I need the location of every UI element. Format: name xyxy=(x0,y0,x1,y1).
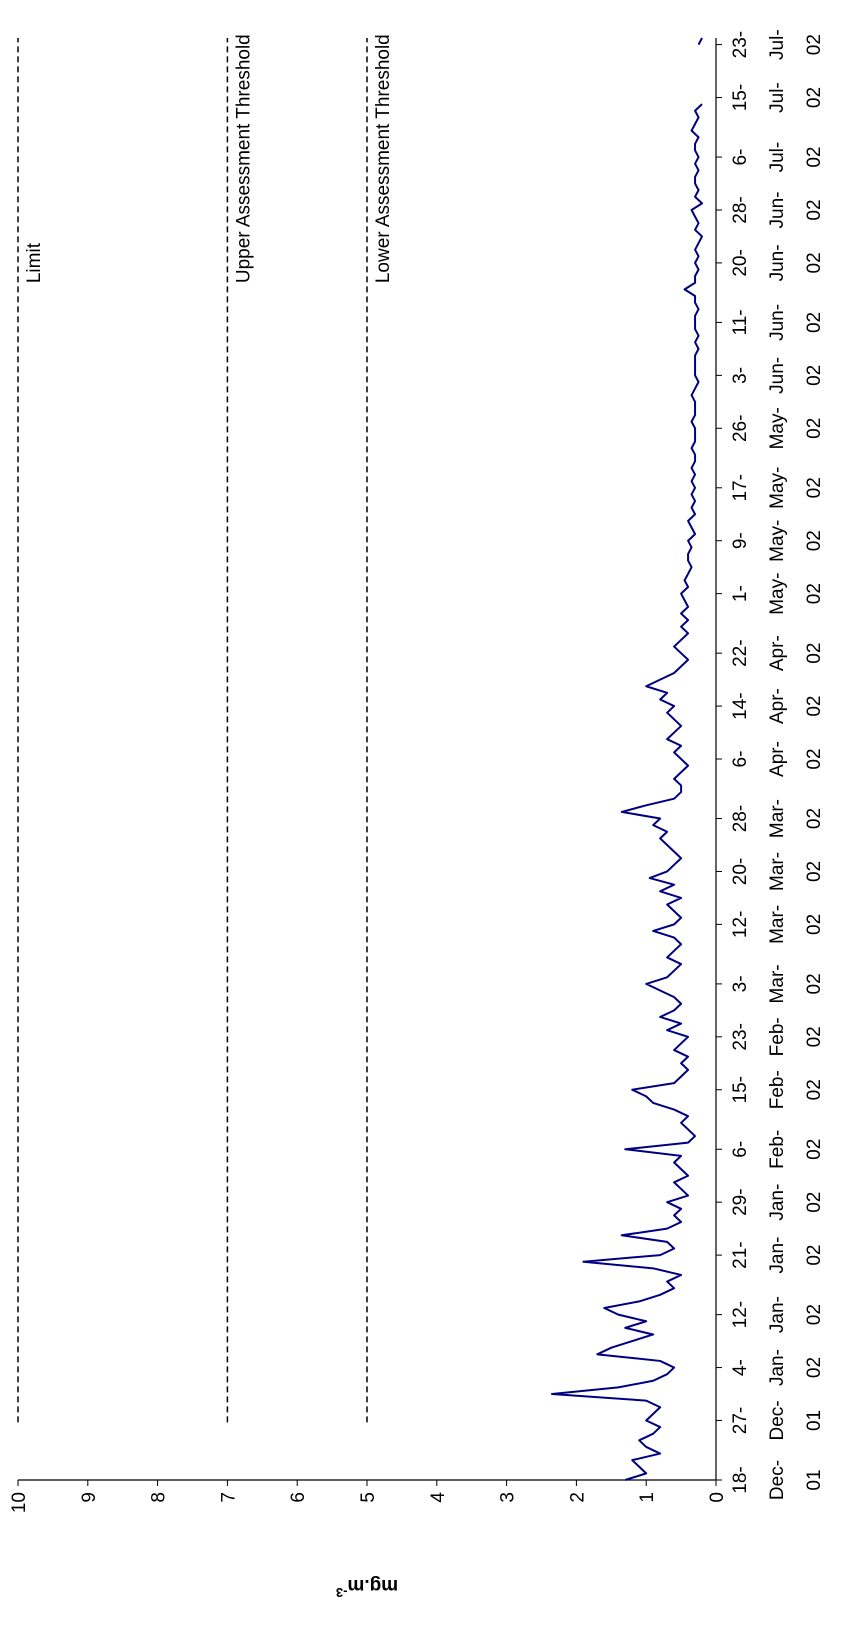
x-tick-label: 6- Apr- 02 xyxy=(730,741,825,777)
x-tick-label: 11- Jun- 02 xyxy=(730,304,825,341)
y-tick-label: 3 xyxy=(498,1492,519,1503)
x-tick-label: 12- Mar- 02 xyxy=(730,905,825,944)
y-tick-label: 2 xyxy=(567,1492,588,1503)
y-axis-label: mg.m-3 xyxy=(336,1575,398,1600)
x-tick-label: 9- May- 02 xyxy=(730,520,825,562)
y-tick-label: 7 xyxy=(218,1492,239,1503)
x-tick-label: 15- Feb- 02 xyxy=(730,1070,825,1109)
x-tick-label: 20- Jun- 02 xyxy=(730,244,825,281)
y-tick-label: 10 xyxy=(9,1492,30,1513)
y-axis-label-text: mg.m xyxy=(347,1575,398,1596)
y-tick-label: 6 xyxy=(288,1492,309,1503)
x-tick-label: 3- Jun- 02 xyxy=(730,357,825,394)
x-tick-label: 26- May- 02 xyxy=(730,407,825,449)
x-tick-label: 6- Feb- 02 xyxy=(730,1130,825,1169)
y-tick-label: 8 xyxy=(149,1492,170,1503)
x-tick-label: 27- Dec- 01 xyxy=(730,1400,825,1440)
x-tick-label: 15- Jul- 02 xyxy=(730,82,825,113)
x-tick-label: 6- Jul- 02 xyxy=(730,142,825,173)
reference-label: Upper Assessment Threshold xyxy=(233,34,254,283)
x-tick-label: 23- Jul- 02 xyxy=(730,29,825,60)
x-tick-label: 22- Apr- 02 xyxy=(730,635,825,671)
y-tick-label: 1 xyxy=(637,1492,658,1503)
y-axis-label-superscript: -3 xyxy=(336,1585,348,1600)
y-tick-label: 0 xyxy=(707,1492,728,1503)
x-tick-label: 1- May- 02 xyxy=(730,573,825,615)
x-tick-label: 18- Dec- 01 xyxy=(730,1460,825,1500)
x-tick-label: 14- Apr- 02 xyxy=(730,688,825,724)
x-tick-label: 12- Jan- 02 xyxy=(730,1296,825,1333)
x-tick-label: 23- Feb- 02 xyxy=(730,1017,825,1056)
x-tick-label: 17- May- 02 xyxy=(730,467,825,509)
x-tick-label: 3- Mar- 02 xyxy=(730,964,825,1003)
data-line xyxy=(550,37,704,1481)
y-tick-label: 4 xyxy=(428,1492,449,1503)
y-tick-label: 5 xyxy=(358,1492,379,1503)
x-tick-label: 28- Jun- 02 xyxy=(730,191,825,228)
x-tick-label: 28- Mar- 02 xyxy=(730,799,825,838)
reference-label: Lower Assessment Threshold xyxy=(373,34,394,283)
x-tick-label: 4- Jan- 02 xyxy=(730,1349,825,1386)
reference-label: Limit xyxy=(24,242,45,283)
x-tick-label: 20- Mar- 02 xyxy=(730,852,825,891)
plot-rotated: 0 1 2 3 4 5 6 7 8 9 10 18- Dec- 01 27- Dec- 01 4- Jan- 02 12… xyxy=(9,29,825,1600)
y-tick-label: 9 xyxy=(79,1492,100,1503)
x-tick-label: 29- Jan- 02 xyxy=(730,1184,825,1221)
x-tick-label: 21- Jan- 02 xyxy=(730,1237,825,1274)
